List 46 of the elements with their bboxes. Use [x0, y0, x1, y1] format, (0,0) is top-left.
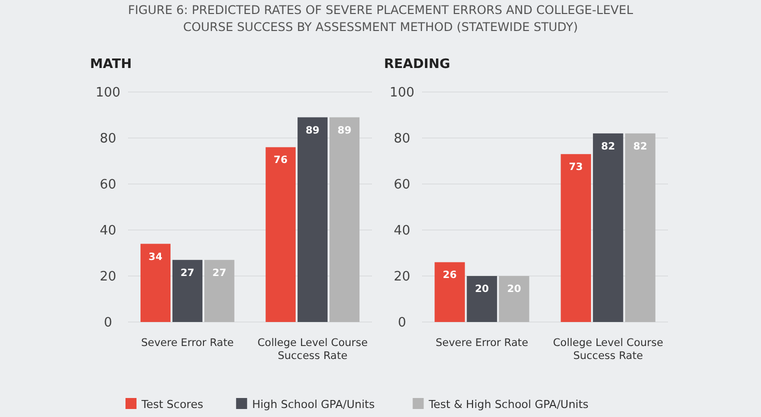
y-tick-label: 0 — [104, 316, 112, 331]
y-tick-label: 20 — [100, 270, 116, 285]
data-label: 34 — [148, 252, 163, 263]
y-tick-label: 20 — [394, 270, 410, 285]
y-tick-label: 40 — [100, 224, 116, 239]
y-tick-label: 0 — [398, 316, 406, 331]
y-tick-label: 100 — [96, 86, 120, 101]
bar — [466, 276, 498, 322]
data-label: 73 — [568, 162, 583, 174]
y-tick-label: 40 — [394, 224, 410, 239]
chart-subtitle: MATH — [90, 57, 132, 72]
chart-title: FIGURE 6: PREDICTED RATES OF SEVERE PLACEMENT ERRORS AND COLLEGE-LEVEL COURSE SUCCESS BY ASSESSMENT METHOD (STATEWIDE STUDY) — [128, 3, 634, 34]
legend-label: High School GPA/Units — [252, 398, 375, 411]
y-tick-label: 60 — [100, 178, 116, 193]
data-label: 27 — [180, 268, 194, 279]
data-label: 20 — [507, 284, 522, 295]
data-label: 76 — [274, 155, 288, 166]
bar — [140, 244, 171, 322]
bar — [266, 147, 296, 322]
legend-label: Test & High School GPA/Units — [428, 398, 589, 411]
bar — [625, 133, 656, 322]
x-tick-label: Severe Error Rate — [141, 337, 234, 349]
x-tick-label: College Level Course Success Rate — [552, 337, 664, 362]
data-label: 89 — [338, 125, 352, 136]
x-tick-label: College Level Course Success Rate — [257, 337, 368, 362]
bar — [434, 262, 465, 322]
data-label: 26 — [442, 270, 457, 282]
bar — [298, 117, 328, 322]
y-tick-label: 80 — [394, 132, 410, 147]
bar — [592, 133, 624, 322]
data-label: 89 — [306, 125, 320, 136]
data-label: 20 — [474, 284, 489, 295]
bar — [498, 276, 530, 322]
bar — [172, 260, 202, 322]
data-label: 82 — [601, 141, 616, 152]
bar — [329, 117, 360, 322]
legend-label: Test Scores — [140, 398, 204, 411]
x-tick-label: Severe Error Rate — [436, 337, 528, 349]
y-tick-label: 80 — [100, 132, 116, 147]
bar — [204, 260, 234, 322]
bar — [560, 154, 592, 322]
y-tick-label: 60 — [394, 178, 410, 193]
data-label: 27 — [212, 268, 226, 279]
data-label: 82 — [633, 141, 648, 152]
chart-subtitle: READING — [384, 57, 450, 72]
y-tick-label: 100 — [390, 86, 414, 101]
